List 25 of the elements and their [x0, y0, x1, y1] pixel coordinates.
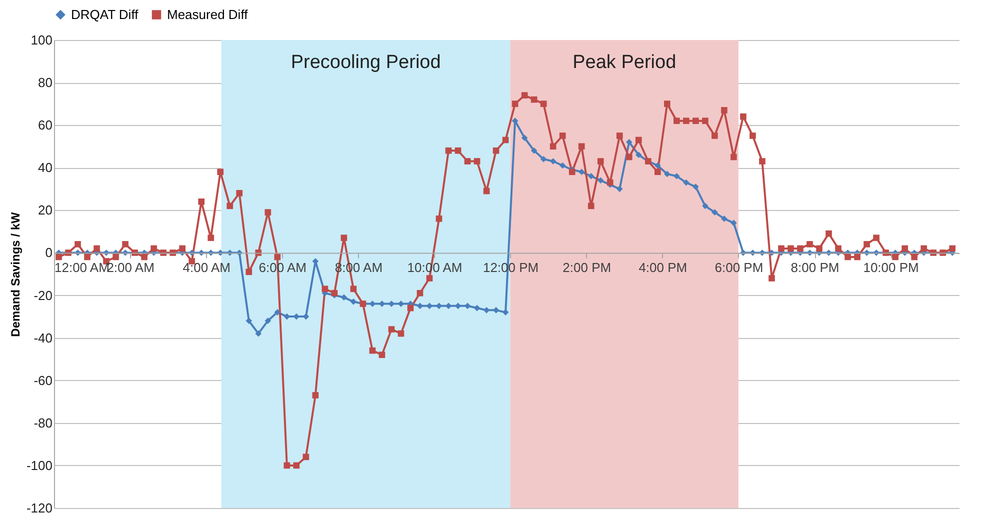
y-tick-label: 0: [45, 245, 52, 260]
x-tick-label: 2:00 PM: [562, 260, 612, 276]
y-tick-label: 20: [38, 202, 52, 218]
y-tick-label: 100: [30, 32, 52, 48]
y-tick-label: 60: [38, 118, 52, 133]
y-tick-label: -80: [34, 415, 52, 430]
y-tick-label: 80: [38, 75, 52, 90]
legend-label: DRQAT Diff: [71, 6, 139, 22]
x-tick-label: 2:00 AM: [106, 260, 154, 276]
y-tick-label: -40: [34, 330, 52, 346]
y-tick-label: 40: [38, 160, 52, 176]
legend-label: Measured Diff: [167, 6, 248, 22]
x-tick-label: 6:00 PM: [714, 260, 764, 276]
x-tick-label: 8:00 PM: [790, 260, 840, 276]
y-tick-label: -60: [34, 372, 52, 388]
x-tick-label: 4:00 AM: [182, 260, 230, 276]
y-axis-title: Demand Savings / kW: [8, 211, 22, 337]
x-tick-label: 10:00 PM: [863, 260, 919, 276]
y-tick-label: -120: [26, 500, 52, 516]
band-label: Precooling Period: [290, 52, 441, 73]
y-tick-label: -100: [26, 458, 52, 473]
y-tick-label: -20: [34, 288, 52, 303]
x-tick-label: 12:00 AM: [54, 260, 110, 276]
band-label: Peak Period: [572, 52, 676, 73]
x-tick-label: 4:00 PM: [638, 260, 688, 276]
